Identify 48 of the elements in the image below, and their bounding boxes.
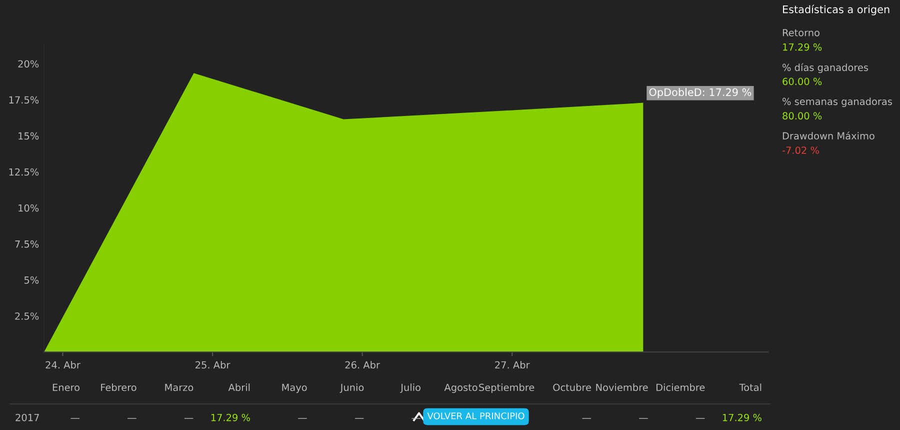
category-label: Abril: [228, 384, 250, 392]
category-label: Enero: [52, 384, 80, 392]
y-tick-label: 20%: [18, 60, 39, 68]
y-tick-label: 12.5%: [9, 168, 39, 176]
category-label: Agosto: [444, 384, 478, 393]
category-label: Septiembre: [479, 384, 534, 393]
x-tick-label: 24. Abr: [46, 361, 80, 369]
x-tick-label: 25. Abr: [196, 361, 230, 369]
x-tick-label: 27. Abr: [495, 361, 530, 369]
y-tick-label: 7.5%: [15, 240, 39, 248]
x-tick-label: 26. Abr: [345, 361, 380, 369]
category-label: Julio: [400, 384, 420, 393]
text: —: [70, 418, 80, 419]
text: —: [696, 418, 705, 419]
text: —: [582, 418, 592, 419]
category-label: Febrero: [101, 384, 136, 392]
category-label: Noviembre: [596, 384, 648, 392]
text: —: [128, 418, 136, 419]
annotation: OpDobleD: 17.29 %: [649, 88, 752, 98]
text: —: [412, 418, 421, 419]
category-label: Junio: [340, 384, 364, 393]
category-label: 2017: [16, 414, 39, 422]
text: 80.00 %: [782, 112, 822, 120]
text: 17.29 %: [211, 414, 250, 422]
y-tick-label: 5%: [24, 276, 39, 284]
y-tick-label: 17.5%: [9, 96, 39, 104]
text: Drawdown Máximo: [782, 132, 874, 140]
text: Retorno: [782, 29, 820, 36]
text: —: [298, 418, 307, 419]
category-label: Diciembre: [656, 384, 705, 392]
category-label: Octubre: [553, 384, 591, 392]
text: 17.29 %: [722, 414, 762, 422]
y-tick-label: 15%: [18, 132, 39, 140]
text: —: [184, 418, 194, 419]
text: % semanas ganadoras: [782, 98, 892, 108]
text: —: [639, 418, 648, 419]
y-tick-label: 2.5%: [15, 312, 39, 320]
category-label: Marzo: [165, 384, 194, 392]
text: -7.02 %: [782, 146, 819, 154]
y-tick-label: 10%: [18, 204, 39, 212]
category-label: Mayo: [282, 384, 307, 393]
text: 60.00 %: [782, 78, 822, 86]
text: % días ganadores: [782, 63, 868, 73]
text: 17.29 %: [783, 43, 822, 51]
text: VOLVER AL PRINCIPIO: [427, 412, 524, 420]
text: —: [354, 418, 364, 419]
text: Estadísticas a origen: [783, 4, 890, 16]
category-label: Total: [739, 384, 762, 392]
